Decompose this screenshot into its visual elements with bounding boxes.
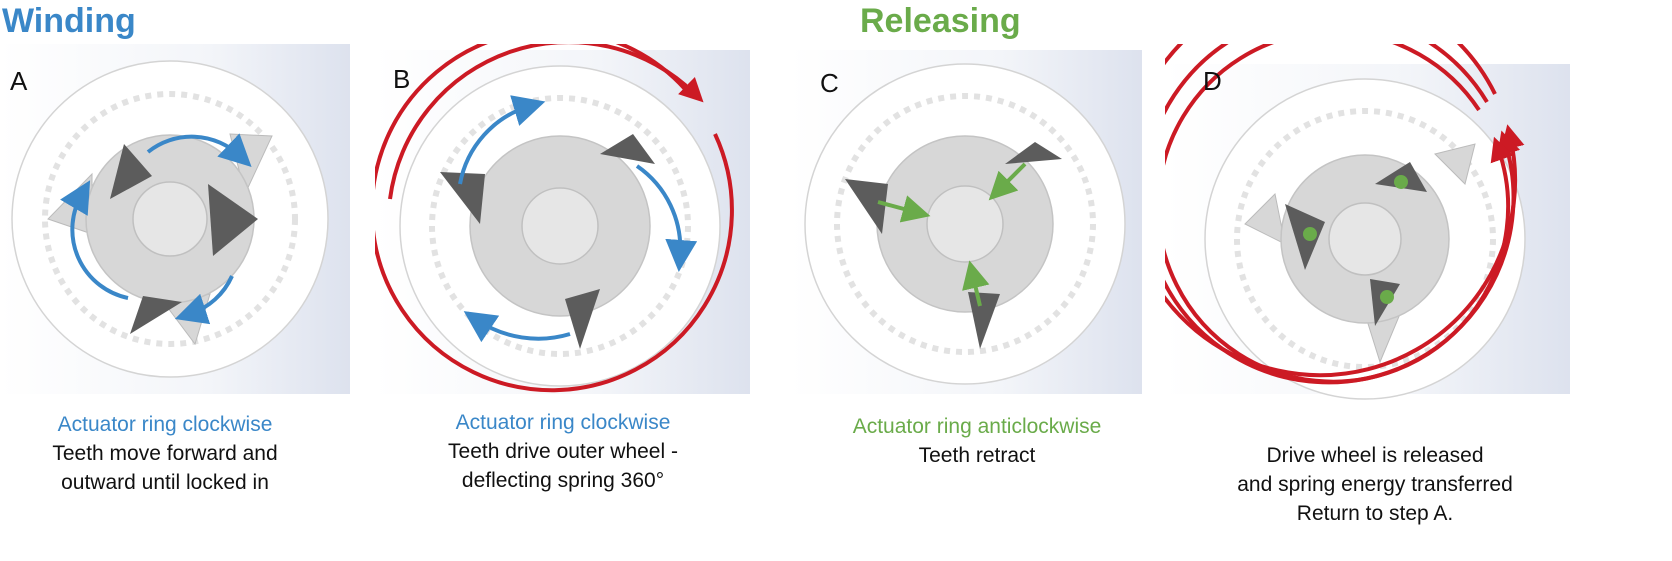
- releasing-heading: Releasing: [860, 2, 1021, 40]
- tooth: [130, 296, 182, 334]
- panel-b-diagram: [375, 44, 750, 394]
- retract-arrow: [962, 260, 990, 307]
- caption-d: Drive wheel is released and spring energ…: [1210, 441, 1540, 528]
- winding-heading: Winding: [2, 2, 136, 40]
- caption-c: Actuator ring anticlockwise Teeth retrac…: [812, 412, 1142, 470]
- panel-d: D: [1165, 44, 1575, 424]
- gear-teeth: [834, 93, 1096, 355]
- caption-line: Drive wheel is released: [1266, 444, 1484, 467]
- tooth: [1005, 142, 1062, 164]
- tooth: [110, 144, 152, 199]
- center-hole: [1328, 202, 1402, 276]
- tooth: [565, 289, 600, 349]
- tooth: [440, 172, 485, 224]
- lock-indicator: [1380, 290, 1394, 304]
- lock-indicator: [1303, 227, 1317, 241]
- panel-letter: C: [820, 68, 839, 98]
- panel-d-diagram: [1165, 44, 1570, 400]
- lock-indicator: [1394, 175, 1408, 189]
- caption-line: outward until locked in: [61, 471, 269, 494]
- caption-line: Return to step A.: [1296, 502, 1454, 525]
- rotation-arrow: [635, 164, 698, 272]
- tooth: [968, 292, 1000, 349]
- panel-b: B: [375, 44, 785, 424]
- caption-line: Teeth drive outer wheel -: [448, 440, 678, 463]
- spring-arc: [375, 44, 734, 393]
- panel-letter: A: [10, 66, 28, 96]
- caption-line: Teeth retract: [918, 444, 1036, 467]
- caption-accent: Actuator ring clockwise: [57, 413, 273, 436]
- panel-c: C: [790, 44, 1200, 424]
- caption-line: Teeth move forward and: [52, 442, 278, 465]
- hub-lobe: [1434, 143, 1476, 185]
- caption-accent: Actuator ring anticlockwise: [852, 415, 1102, 438]
- caption-b: Actuator ring clockwise Teeth drive oute…: [398, 408, 728, 495]
- center-hole: [926, 185, 1004, 263]
- panel-a-diagram: [0, 44, 350, 394]
- caption-a: Actuator ring clockwise Teeth move forwa…: [0, 410, 330, 497]
- caption-line: and spring energy transferred: [1237, 473, 1513, 496]
- spring-arrow: [388, 44, 704, 200]
- panel-a: A: [0, 44, 410, 424]
- tooth: [600, 134, 655, 164]
- panel-letter: B: [393, 64, 411, 94]
- rotation-arrow: [174, 275, 234, 325]
- rotation-arrow: [463, 311, 571, 343]
- hub-lobe: [1244, 192, 1286, 245]
- rotation-arrow: [60, 180, 129, 300]
- tooth: [208, 184, 258, 256]
- retract-arrow: [988, 162, 1027, 201]
- gear-teeth: [429, 95, 691, 357]
- center-hole: [521, 187, 599, 265]
- gear-teeth: [42, 91, 298, 347]
- panel-c-diagram: [790, 50, 1142, 394]
- caption-accent: Actuator ring clockwise: [455, 411, 671, 434]
- panel-letter: D: [1203, 66, 1222, 96]
- rotation-arrow: [458, 95, 546, 185]
- center-hole: [132, 181, 208, 257]
- rotation-arrow: [146, 133, 252, 168]
- spring-coil: [1165, 44, 1525, 378]
- gear-teeth: [1234, 108, 1496, 370]
- retract-arrow: [877, 195, 931, 223]
- tooth: [845, 179, 888, 234]
- spring-coil: [1165, 44, 1514, 384]
- caption-line: deflecting spring 360°: [461, 469, 665, 492]
